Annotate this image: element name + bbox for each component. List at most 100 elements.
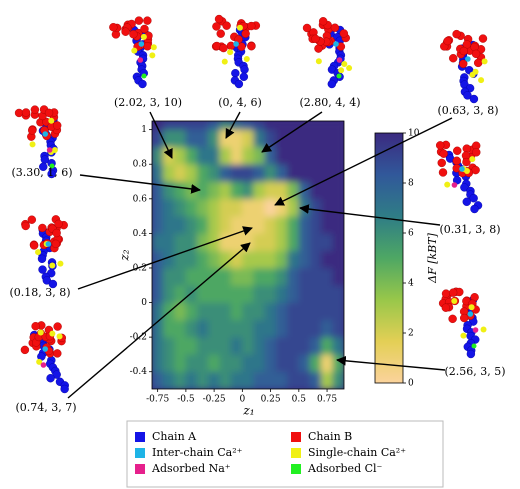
ion xyxy=(149,52,156,59)
heat-cell xyxy=(219,319,232,338)
heat-cell xyxy=(185,336,198,355)
heat-cell xyxy=(162,121,175,130)
heat-cell xyxy=(185,267,198,286)
chain-b-bead xyxy=(219,43,228,53)
heat-cell xyxy=(196,250,209,269)
heat-cell xyxy=(196,284,209,303)
heat-cell xyxy=(309,146,322,165)
heat-cell xyxy=(152,121,164,130)
heat-cell xyxy=(287,267,300,286)
heat-cell xyxy=(208,215,221,234)
ion xyxy=(236,24,243,31)
heat-cell xyxy=(287,163,300,182)
heat-cell xyxy=(208,336,221,355)
colorbar-label: ΔF [kBT] xyxy=(426,232,439,283)
chain-b-bead xyxy=(453,146,462,156)
heat-cell xyxy=(219,354,232,373)
heat-cell xyxy=(230,371,243,389)
heat-cell xyxy=(208,181,221,200)
ion xyxy=(35,249,42,256)
heat-cell xyxy=(332,284,344,303)
legend-label: Adsorbed Na⁺ xyxy=(151,462,231,475)
heat-cell xyxy=(230,129,243,148)
heat-cell xyxy=(309,215,322,234)
chain-b-bead xyxy=(53,121,62,130)
heat-cell xyxy=(230,267,243,286)
heat-cell xyxy=(185,371,198,389)
chain-b-bead xyxy=(448,288,458,297)
heat-cell xyxy=(264,233,277,251)
annotation-label: (0.31, 3, 8) xyxy=(439,223,500,236)
ion xyxy=(40,362,47,368)
heat-cell xyxy=(152,354,164,373)
colorbar xyxy=(374,132,404,384)
heat-cell xyxy=(185,284,198,303)
chain-b-bead xyxy=(449,54,458,63)
heat-cell xyxy=(287,284,300,303)
heat-cell xyxy=(309,163,322,182)
legend-label: Chain B xyxy=(308,430,352,443)
heat-cell xyxy=(152,267,164,286)
heat-cell xyxy=(208,319,221,338)
heat-cell xyxy=(298,163,311,182)
heat-cell xyxy=(321,319,334,338)
heat-cell xyxy=(264,121,277,130)
ion xyxy=(478,77,485,84)
ion xyxy=(233,41,239,47)
heat-cell xyxy=(264,198,277,217)
heat-cell xyxy=(253,336,266,355)
ion xyxy=(469,71,476,78)
ion xyxy=(48,117,55,124)
legend-swatch xyxy=(291,464,301,474)
chain-b-bead xyxy=(459,313,469,323)
heat-cell xyxy=(332,233,344,251)
heat-cell xyxy=(287,371,300,389)
heat-cell xyxy=(230,302,243,321)
heat-cell xyxy=(219,198,232,217)
ion xyxy=(315,58,322,65)
heat-cell xyxy=(208,121,221,130)
y-tick-label: 1 xyxy=(141,125,147,135)
heat-cell xyxy=(253,284,266,303)
heat-cell xyxy=(242,215,254,234)
heat-cell xyxy=(162,181,175,200)
heat-cell xyxy=(253,371,266,389)
plot-frame xyxy=(151,120,345,390)
ion xyxy=(57,260,64,267)
annotation-label: (2.80, 4, 4) xyxy=(299,96,360,109)
ion xyxy=(468,304,475,311)
heat-cell xyxy=(253,233,266,251)
chain-b-bead xyxy=(472,148,481,157)
heat-cell xyxy=(321,129,334,148)
annotation-label: (3.30, 1, 6) xyxy=(11,166,72,179)
chain-b-bead xyxy=(330,23,340,32)
chain-b-bead xyxy=(216,29,225,38)
heat-cell xyxy=(253,181,266,200)
colorbar-tick-label: 10 xyxy=(408,129,420,139)
chain-b-bead xyxy=(21,221,30,231)
ion xyxy=(141,73,147,79)
legend-swatch xyxy=(135,432,145,442)
ion xyxy=(243,56,250,63)
heat-cell xyxy=(196,319,209,338)
ion xyxy=(227,49,234,56)
chain-a-bead xyxy=(48,279,58,289)
ion xyxy=(465,56,471,62)
chain-b-bead xyxy=(247,21,256,31)
heat-cell xyxy=(298,215,311,234)
heat-cell xyxy=(208,267,221,286)
heat-cell xyxy=(196,163,209,182)
heat-cell xyxy=(275,163,288,182)
chain-b-bead xyxy=(452,156,461,165)
chain-a-bead xyxy=(46,374,55,383)
heat-cell xyxy=(253,129,266,148)
ion xyxy=(480,326,487,333)
heat-cell xyxy=(332,181,344,200)
x-tick-label: 0.5 xyxy=(292,395,307,405)
heat-cell xyxy=(242,354,254,373)
heat-cell xyxy=(152,336,164,355)
heat-cell xyxy=(309,233,322,251)
heat-cell xyxy=(152,181,164,200)
chain-b-bead xyxy=(437,158,446,168)
heat-cell xyxy=(162,371,175,389)
